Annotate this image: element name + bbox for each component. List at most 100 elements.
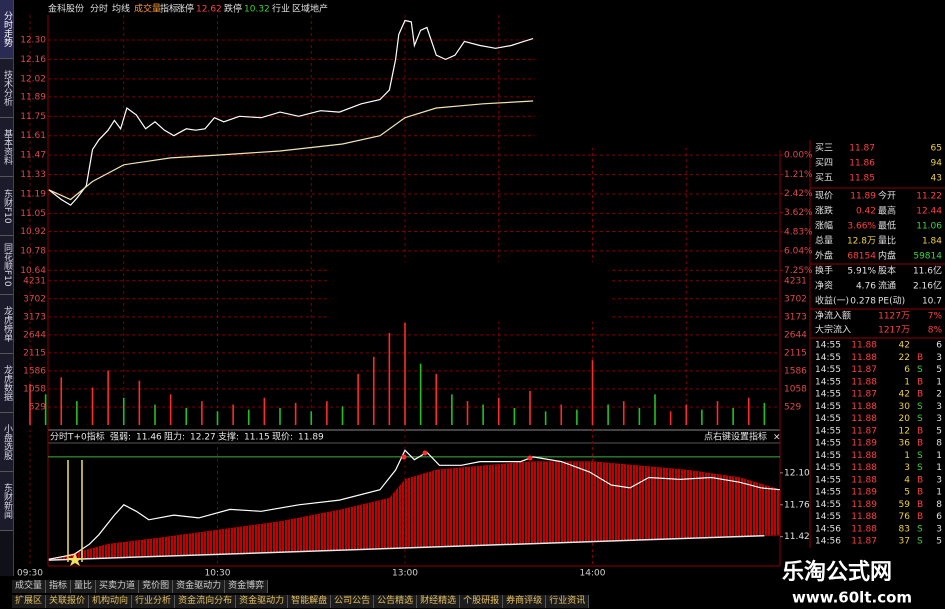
resistance-label: 阻力: — [164, 431, 185, 443]
bottom-tab[interactable]: 公告精选 — [374, 595, 418, 608]
y-tick-label: 11.33 — [20, 170, 46, 180]
y-tick-label: 11.75 — [20, 112, 46, 122]
close-button[interactable]: × — [773, 433, 781, 443]
stat-label: 涨跌 — [815, 206, 833, 217]
bottom-tab[interactable]: 行业资讯 — [546, 595, 590, 608]
trade-volume: 59 — [899, 500, 911, 510]
volume-bar — [622, 401, 625, 425]
trade-count: 3 — [936, 402, 942, 412]
volume-bar — [466, 401, 469, 425]
bid-price: 11.87 — [849, 144, 875, 154]
sidebar-tab[interactable]: 技术分析 — [0, 59, 13, 118]
limit-up: 12.62 — [196, 5, 222, 15]
y-tick-label: 12.30 — [20, 35, 46, 45]
bottom-tab[interactable]: 指标 — [46, 580, 72, 593]
y-tick-label: 11.05 — [20, 209, 46, 219]
trade-side: B — [917, 512, 923, 522]
sidebar-tab[interactable]: 龙虎榜单 — [0, 295, 13, 354]
trade-volume: 12 — [899, 426, 910, 436]
indicator-note[interactable]: 点右键设置指标 — [704, 431, 767, 443]
volume-tick-label-right: 2115 — [784, 348, 807, 358]
stat-value: 10.7 — [922, 297, 942, 307]
bottom-tab[interactable]: 买卖力道 — [96, 580, 140, 593]
flow-value: 1217万 — [878, 326, 910, 336]
bid-volume: 65 — [931, 144, 942, 154]
trade-volume: 22 — [899, 353, 910, 363]
trade-time: 14:55 — [815, 439, 841, 449]
price: 11.89 — [298, 433, 324, 443]
bottom-tab[interactable]: 智能解盘 — [288, 595, 332, 608]
volume-bar — [263, 397, 266, 425]
trade-side: B — [917, 426, 923, 436]
stat-label: 股本 — [878, 265, 896, 277]
bottom-tab[interactable]: 公司公告 — [331, 595, 375, 608]
trade-time: 14:55 — [815, 390, 841, 400]
trade-count: 2 — [936, 390, 942, 400]
volume-bar — [763, 402, 766, 425]
sidebar-tab[interactable]: 东财F10 — [0, 177, 13, 236]
bid-price: 11.86 — [849, 159, 875, 169]
trade-volume: 76 — [899, 512, 911, 522]
stat-value: 11.22 — [916, 192, 942, 202]
trade-price: 11.87 — [851, 390, 877, 400]
watermark-url: www.60lt.com — [792, 589, 912, 607]
x-tick-label: 10:30 — [205, 569, 231, 579]
trade-side: B — [917, 488, 923, 498]
trade-volume: 37 — [899, 537, 910, 547]
trade-time: 14:55 — [815, 341, 841, 351]
volume-bar — [513, 407, 516, 425]
volume-tick-label: 2115 — [23, 348, 46, 358]
bottom-tab[interactable]: 量比 — [71, 580, 97, 593]
stat-value: 1.84 — [922, 237, 942, 247]
y-tick-label: 11.89 — [20, 92, 46, 102]
sidebar-tab[interactable]: 龙虎数据 — [0, 354, 13, 413]
limit-down: 10.32 — [244, 5, 270, 15]
bottom-tab[interactable]: 成交量 — [12, 580, 47, 593]
volume-bar — [638, 407, 641, 425]
trade-volume: 42 — [899, 390, 910, 400]
stat-label: 收益(一) — [815, 295, 849, 307]
sidebar-tab[interactable]: 同花顺F10 — [0, 236, 13, 295]
trade-price: 11.87 — [851, 365, 877, 375]
volume-bar — [60, 377, 63, 425]
stat-label: 净资 — [815, 280, 833, 292]
bottom-tab[interactable]: 财经精选 — [417, 595, 461, 608]
bottom-tab[interactable]: 竞价图 — [139, 580, 174, 593]
sidebar-tab[interactable]: 分时走势 — [0, 0, 13, 59]
volume-tick-label: 4231 — [23, 276, 46, 286]
bottom-tab[interactable]: 资金驱动力 — [173, 580, 226, 593]
trade-side: B — [917, 390, 923, 400]
sidebar-tab[interactable]: 小盘选股 — [0, 413, 13, 472]
stat-value: 12.44 — [916, 207, 942, 217]
trade-volume: 1 — [904, 451, 910, 461]
stat-value: 4.76 — [856, 282, 876, 292]
bottom-tab[interactable]: 资金驱动力 — [236, 595, 289, 608]
bottom-tab[interactable]: 行业分析 — [132, 595, 176, 608]
tab-row: 成交量 指标 量比 买卖力道 竞价图 资金驱动力 资金博弈 — [12, 580, 269, 593]
screen-cover — [535, 0, 810, 148]
bid-volume: 43 — [931, 174, 942, 184]
bottom-tab[interactable]: 关联报价 — [46, 595, 90, 608]
stat-label: 现价 — [815, 191, 833, 202]
sidebar-tab[interactable]: 基本资料 — [0, 118, 13, 177]
trade-count: 5 — [936, 426, 942, 436]
strength: 11.46 — [136, 433, 162, 443]
sidebar-tab[interactable]: 东财新闻 — [0, 472, 13, 531]
flow-percent: 8% — [928, 326, 943, 336]
bottom-tab[interactable]: 资金博弈 — [225, 580, 269, 593]
bottom-tab[interactable]: 券商评级 — [503, 595, 547, 608]
bottom-tab[interactable]: 资金流向分布 — [175, 595, 237, 608]
bottom-tab[interactable]: 扩展区 — [12, 595, 47, 608]
support-label: 支撑: — [218, 431, 239, 443]
trade-side: S — [917, 537, 923, 547]
volume-bar — [91, 387, 94, 425]
bottom-tab[interactable]: 个股研报 — [460, 595, 504, 608]
indicator-tick-label: 11.76 — [784, 500, 810, 510]
volume-bar — [576, 409, 578, 425]
stat-label: 涨幅 — [815, 220, 833, 232]
volume-bar — [122, 397, 125, 425]
bottom-tab[interactable]: 机构动向 — [89, 595, 133, 608]
indicator-area — [48, 461, 781, 561]
